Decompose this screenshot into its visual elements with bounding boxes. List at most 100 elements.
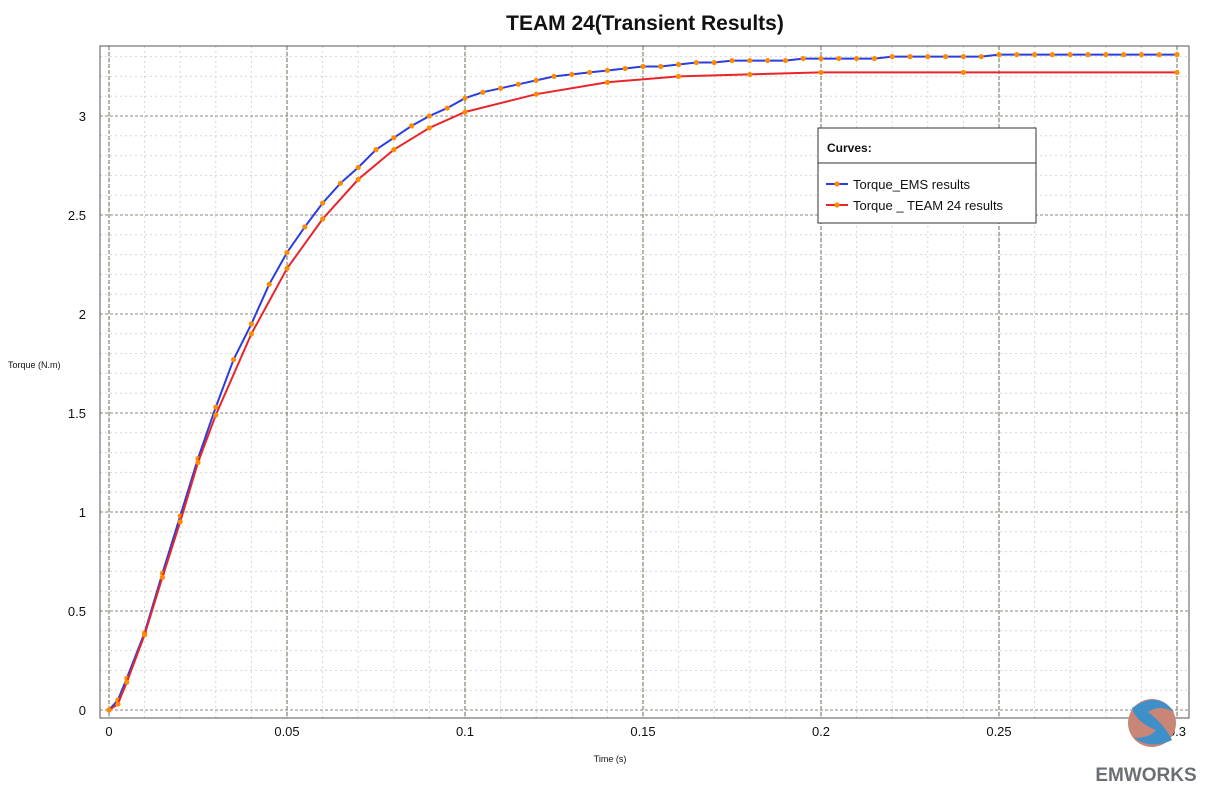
data-point (498, 85, 504, 91)
data-point (213, 404, 219, 410)
data-point (782, 57, 789, 64)
data-point (106, 707, 112, 713)
data-point (551, 73, 557, 79)
data-point (533, 77, 539, 83)
logo-text: EMWORKS (1095, 765, 1196, 786)
data-point (871, 55, 878, 62)
legend-swatch-marker (834, 202, 840, 208)
data-point (533, 91, 539, 97)
x-axis-label: Time (s) (594, 754, 627, 764)
x-tick-label: 0.1 (456, 724, 474, 739)
data-point (1014, 52, 1020, 58)
series-1 (106, 52, 1180, 713)
data-point (658, 63, 664, 70)
axes (99, 45, 1190, 719)
data-point (462, 95, 468, 101)
data-point (747, 57, 753, 64)
x-tick-labels: 0 0.05 0.1 0.15 0.2 0.25 0.3 (105, 724, 1186, 739)
y-axis-label: Torque (N.m) (8, 360, 61, 370)
data-point (854, 55, 860, 62)
data-point (978, 54, 984, 60)
data-point (355, 164, 361, 171)
legend-label: Torque _ TEAM 24 results (853, 198, 1004, 213)
y-tick-label: 1 (79, 505, 86, 520)
data-point (960, 54, 967, 60)
chart-title: TEAM 24(Transient Results) (506, 12, 784, 35)
data-point (515, 81, 522, 87)
data-point (818, 55, 824, 62)
data-point (409, 123, 415, 129)
legend-label: Torque_EMS results (853, 177, 971, 192)
data-point (480, 89, 486, 95)
data-point (676, 61, 682, 68)
y-tick-label: 3 (79, 109, 86, 124)
series-line (108, 71, 1177, 711)
y-tick-label: 0.5 (68, 604, 86, 619)
data-point (115, 701, 121, 707)
data-point (907, 54, 913, 60)
data-point (1067, 52, 1073, 58)
y-tick-label: 2 (79, 307, 86, 322)
legend-items: Torque_EMS results Torque _ TEAM 24 resul… (826, 177, 1004, 213)
data-point (1049, 52, 1055, 58)
data-point (1121, 52, 1127, 58)
y-tick-label: 1.5 (68, 406, 86, 421)
emworks-logo: EMWORKS (1095, 699, 1197, 786)
x-tick-label: 0.25 (986, 724, 1011, 739)
data-point (587, 69, 593, 76)
data-point (355, 176, 361, 182)
data-point (213, 412, 219, 418)
data-point (159, 574, 165, 580)
data-point (676, 73, 682, 79)
data-point (391, 147, 397, 153)
data-point (248, 321, 254, 327)
data-point (836, 55, 842, 62)
data-point (266, 281, 272, 287)
legend-title: Curves: (827, 141, 872, 155)
data-point (996, 52, 1002, 58)
data-point (142, 632, 148, 638)
data-point (1032, 52, 1038, 58)
data-point (426, 113, 432, 119)
data-point (248, 331, 254, 337)
data-point (818, 69, 824, 76)
data-point (337, 180, 343, 186)
series-layer (106, 52, 1180, 713)
data-point (925, 54, 931, 60)
data-point (1103, 52, 1109, 58)
data-point (444, 105, 450, 111)
plot-frame (99, 45, 1190, 719)
data-point (747, 71, 753, 78)
x-tick-label: 0 (105, 724, 112, 739)
data-point (943, 54, 949, 60)
x-tick-label: 0.15 (630, 724, 655, 739)
data-point (729, 57, 735, 64)
data-point (195, 459, 201, 466)
data-point (284, 250, 290, 256)
x-tick-label: 0.2 (812, 724, 830, 739)
data-point (124, 679, 130, 685)
series-2 (106, 69, 1180, 713)
data-point (960, 69, 967, 76)
data-point (320, 200, 326, 206)
legend: Curves: Torque_EMS results Torque _ TEAM … (817, 127, 1037, 224)
data-point (1138, 52, 1144, 58)
y-tick-label: 2.5 (68, 208, 86, 223)
data-point (426, 125, 432, 131)
data-point (302, 224, 308, 230)
data-point (284, 265, 290, 272)
data-point (177, 519, 183, 525)
data-point (1156, 52, 1162, 58)
y-tick-labels: 0 0.5 1 1.5 2 2.5 3 (68, 109, 86, 718)
y-tick-label: 0 (79, 703, 86, 718)
data-point (604, 67, 611, 74)
legend-box (817, 127, 1037, 224)
data-point (391, 135, 397, 141)
data-point (711, 59, 717, 66)
logo-swoosh-icon (1132, 699, 1174, 745)
data-point (800, 55, 806, 62)
data-point (373, 147, 379, 153)
data-point (604, 79, 611, 85)
data-point (622, 65, 628, 72)
